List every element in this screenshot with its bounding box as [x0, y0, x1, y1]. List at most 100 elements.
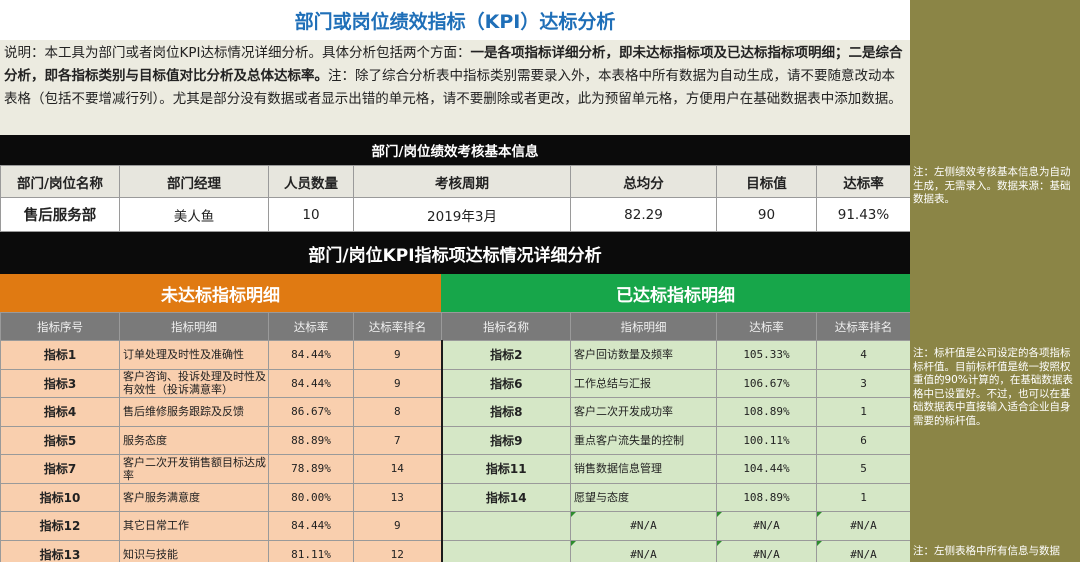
met-header-name: 指标名称 — [441, 312, 571, 341]
met-name-cell[interactable]: 指标14 — [441, 482, 571, 512]
met-rate-cell[interactable]: 106.67% — [716, 368, 817, 398]
unmet-header-index: 指标序号 — [0, 312, 120, 341]
unmet-detail-cell[interactable]: 客户服务满意度 — [119, 482, 269, 512]
met-rank-cell[interactable]: 5 — [816, 454, 910, 484]
unmet-detail-cell[interactable]: 订单处理及时性及准确性 — [119, 340, 269, 370]
unmet-index-cell[interactable]: 指标5 — [0, 425, 120, 455]
met-rank-cell[interactable]: 6 — [816, 425, 910, 455]
met-rate-cell[interactable]: 105.33% — [716, 340, 817, 370]
note-benchmark: 注：标杆值是公司设定的各项指标标杆值。目前标杆值是统一按照权重值的90%计算的，… — [913, 347, 1073, 427]
unmet-index-cell[interactable]: 指标7 — [0, 454, 120, 484]
met-detail-cell[interactable]: 重点客户流失量的控制 — [570, 425, 717, 455]
met-name-cell[interactable]: 指标8 — [441, 397, 571, 427]
value-rate[interactable]: 91.43% — [816, 197, 910, 232]
met-rate-cell[interactable]: 108.89% — [716, 482, 817, 512]
met-rank-cell[interactable]: 4 — [816, 340, 910, 370]
unmet-rate-cell[interactable]: 78.89% — [268, 454, 354, 484]
unmet-rank-cell[interactable]: 13 — [353, 482, 443, 512]
unmet-index-cell[interactable]: 指标13 — [0, 539, 120, 562]
met-detail-cell[interactable]: 客户回访数量及频率 — [570, 340, 717, 370]
met-rank-cell[interactable]: 1 — [816, 397, 910, 427]
header-target: 目标值 — [716, 165, 817, 198]
met-header-rank: 达标率排名 — [816, 312, 910, 341]
met-name-cell[interactable] — [441, 539, 571, 562]
basic-info-header-row: 部门/岗位名称 部门经理 人员数量 考核周期 总均分 目标值 达标率 — [0, 165, 910, 198]
unmet-rate-cell[interactable]: 84.44% — [268, 340, 354, 370]
met-rate-cell[interactable]: 100.11% — [716, 425, 817, 455]
met-detail-cell[interactable]: 销售数据信息管理 — [570, 454, 717, 484]
unmet-rank-cell[interactable]: 14 — [353, 454, 443, 484]
met-header-detail: 指标明细 — [570, 312, 717, 341]
met-detail-cell[interactable]: #N/A — [570, 539, 717, 562]
unmet-rate-cell[interactable]: 84.44% — [268, 511, 354, 541]
header-headcount: 人员数量 — [268, 165, 354, 198]
unmet-detail-cell[interactable]: 服务态度 — [119, 425, 269, 455]
met-name-cell[interactable]: 指标6 — [441, 368, 571, 398]
value-headcount[interactable]: 10 — [268, 197, 354, 232]
basic-info-title: 部门/岗位绩效考核基本信息 — [0, 135, 910, 165]
unmet-rank-cell[interactable]: 7 — [353, 425, 443, 455]
met-detail-cell[interactable]: 工作总结与汇报 — [570, 368, 717, 398]
met-rate-cell[interactable]: #N/A — [716, 511, 817, 541]
unmet-rate-cell[interactable]: 88.89% — [268, 425, 354, 455]
header-dept-name: 部门/岗位名称 — [0, 165, 120, 198]
description-intro: 说明：本工具为部门或者岗位KPI达标情况详细分析。具体分析包括两个方面： — [4, 45, 471, 61]
value-manager[interactable]: 美人鱼 — [119, 197, 269, 232]
header-avg-score: 总均分 — [570, 165, 717, 198]
header-rate: 达标率 — [816, 165, 910, 198]
unmet-rank-cell[interactable]: 9 — [353, 340, 443, 370]
value-period[interactable]: 2019年3月 — [353, 197, 571, 232]
met-detail-cell[interactable]: 客户二次开发成功率 — [570, 397, 717, 427]
unmet-detail-cell[interactable]: 售后维修服务跟踪及反馈 — [119, 397, 269, 427]
table-row: 指标12 其它日常工作 84.44% 9 #N/A #N/A #N/A — [0, 511, 910, 541]
description: 说明：本工具为部门或者岗位KPI达标情况详细分析。具体分析包括两个方面：一是各项… — [0, 40, 910, 135]
unmet-index-cell[interactable]: 指标12 — [0, 511, 120, 541]
unmet-rate-cell[interactable]: 84.44% — [268, 368, 354, 398]
met-rate-cell[interactable]: 104.44% — [716, 454, 817, 484]
unmet-rank-cell[interactable]: 9 — [353, 368, 443, 398]
unmet-detail-cell[interactable]: 其它日常工作 — [119, 511, 269, 541]
value-avg-score[interactable]: 82.29 — [570, 197, 717, 232]
table-row: 指标1 订单处理及时性及准确性 84.44% 9 指标2 客户回访数量及频率 105.33%… — [0, 340, 910, 370]
table-row: 指标4 售后维修服务跟踪及反馈 86.67% 8 指标8 客户二次开发成功率 108.89%… — [0, 397, 910, 427]
table-row: 指标10 客户服务满意度 80.00% 13 指标14 愿望与态度 108.89% 1 — [0, 482, 910, 512]
unmet-index-cell[interactable]: 指标3 — [0, 368, 120, 398]
table-row: 指标5 服务态度 88.89% 7 指标9 重点客户流失量的控制 100.11% 6 — [0, 425, 910, 455]
met-name-cell[interactable] — [441, 511, 571, 541]
kpi-rows: 指标1 订单处理及时性及准确性 84.44% 9 指标2 客户回访数量及频率 105.33%… — [0, 340, 910, 562]
met-rank-cell[interactable]: #N/A — [816, 539, 910, 562]
page-title: 部门或岗位绩效指标（KPI）达标分析 — [0, 0, 910, 40]
unmet-rank-cell[interactable]: 12 — [353, 539, 443, 562]
section-headers: 未达标指标明细 已达标指标明细 — [0, 274, 910, 312]
unmet-rate-cell[interactable]: 81.11% — [268, 539, 354, 562]
spreadsheet: 部门或岗位绩效指标（KPI）达标分析 说明：本工具为部门或者岗位KPI达标情况详… — [0, 0, 910, 562]
met-section-title: 已达标指标明细 — [441, 274, 910, 312]
unmet-rank-cell[interactable]: 8 — [353, 397, 443, 427]
value-dept-name[interactable]: 售后服务部 — [0, 197, 120, 232]
met-name-cell[interactable]: 指标9 — [441, 425, 571, 455]
unmet-detail-cell[interactable]: 客户二次开发销售额目标达成率 — [119, 454, 269, 484]
unmet-rate-cell[interactable]: 86.67% — [268, 397, 354, 427]
unmet-rank-cell[interactable]: 9 — [353, 511, 443, 541]
unmet-detail-cell[interactable]: 客户咨询、投诉处理及时性及有效性（投诉满意率） — [119, 368, 269, 398]
unmet-index-cell[interactable]: 指标1 — [0, 340, 120, 370]
met-rank-cell[interactable]: #N/A — [816, 511, 910, 541]
value-target[interactable]: 90 — [716, 197, 817, 232]
unmet-detail-cell[interactable]: 知识与技能 — [119, 539, 269, 562]
unmet-header-rank: 达标率排名 — [353, 312, 442, 341]
met-name-cell[interactable]: 指标2 — [441, 340, 571, 370]
unmet-index-cell[interactable]: 指标10 — [0, 482, 120, 512]
met-rank-cell[interactable]: 3 — [816, 368, 910, 398]
unmet-header-rate: 达标率 — [268, 312, 354, 341]
met-rate-cell[interactable]: 108.89% — [716, 397, 817, 427]
met-detail-cell[interactable]: 愿望与态度 — [570, 482, 717, 512]
detail-analysis-title: 部门/岗位KPI指标项达标情况详细分析 — [0, 232, 910, 274]
unmet-index-cell[interactable]: 指标4 — [0, 397, 120, 427]
met-rank-cell[interactable]: 1 — [816, 482, 910, 512]
unmet-rate-cell[interactable]: 80.00% — [268, 482, 354, 512]
met-detail-cell[interactable]: #N/A — [570, 511, 717, 541]
met-name-cell[interactable]: 指标11 — [441, 454, 571, 484]
note-table: 注：左侧表格中所有信息与数据 — [913, 545, 1060, 557]
met-rate-cell[interactable]: #N/A — [716, 539, 817, 562]
basic-info-value-row: 售后服务部 美人鱼 10 2019年3月 82.29 90 91.43% — [0, 197, 910, 232]
